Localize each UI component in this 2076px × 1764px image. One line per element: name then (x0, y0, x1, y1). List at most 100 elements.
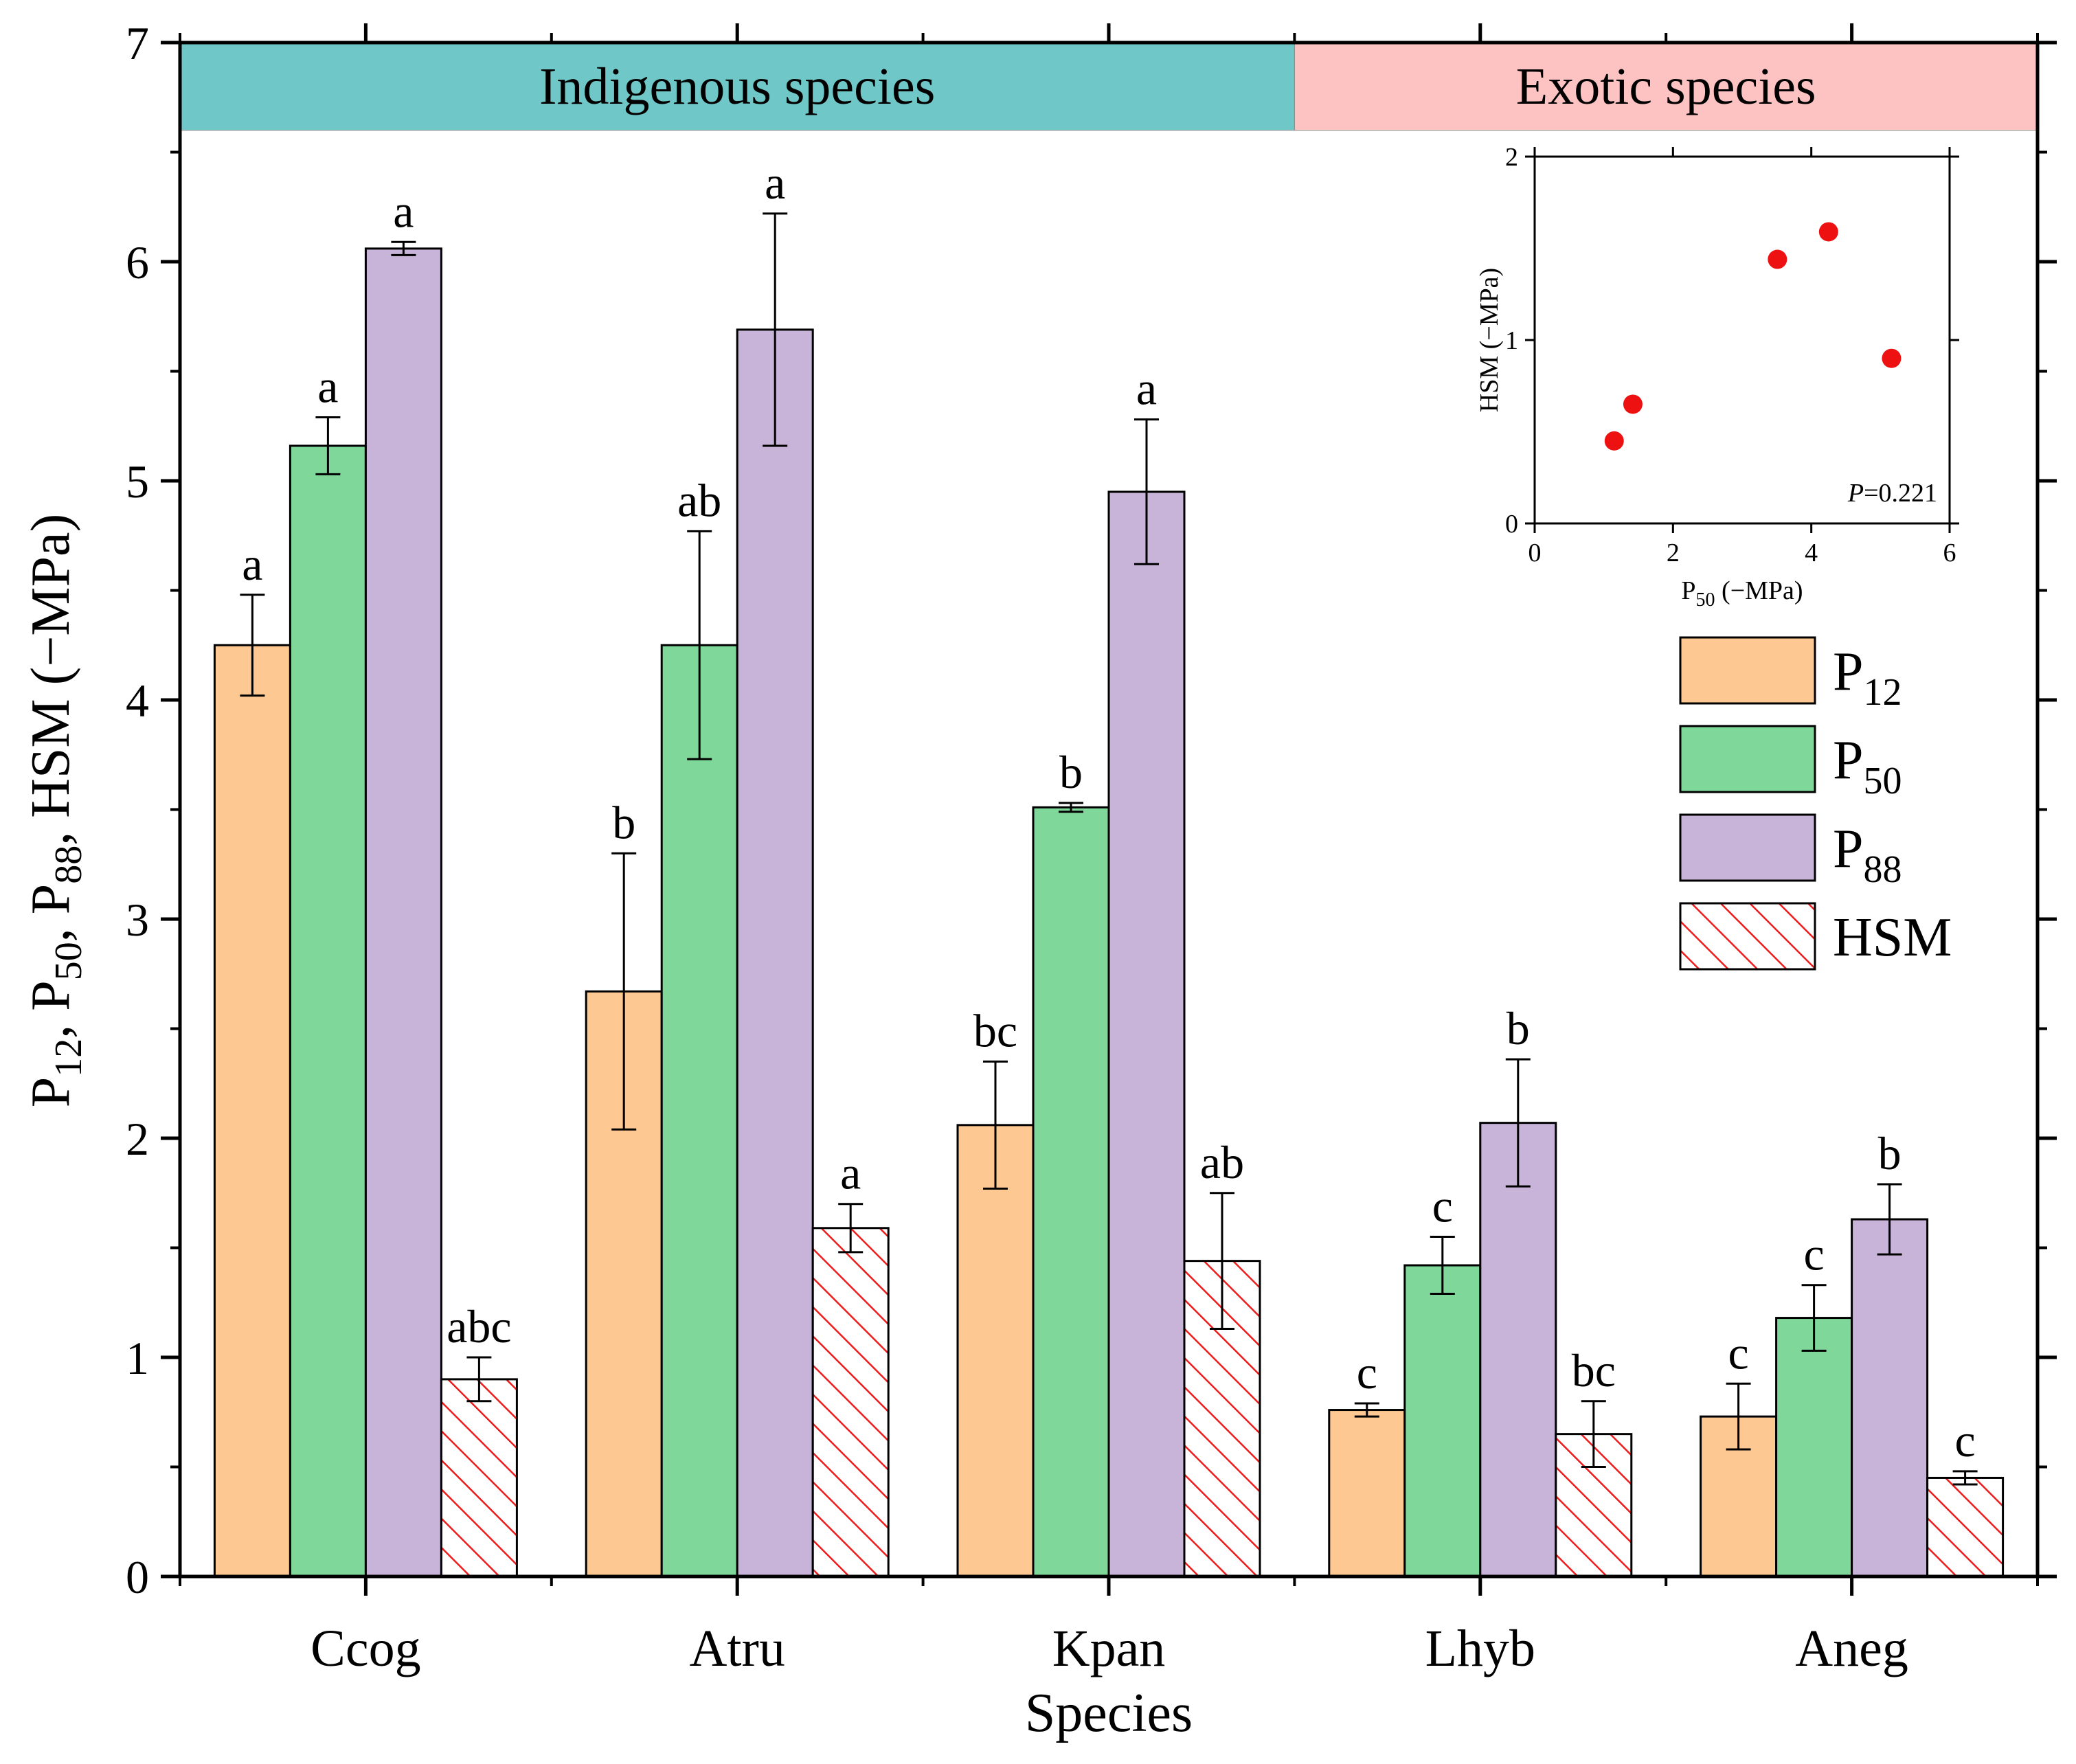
bar-hsm-aneg (1926, 1476, 2005, 1578)
letter-p12-lhyb: c (1357, 1346, 1377, 1399)
inset-point-4 (1882, 348, 1902, 368)
inset-point-2 (1768, 249, 1787, 269)
letter-p50-aneg: c (1804, 1228, 1825, 1280)
inset-x-axis-title: P50 (−MPa) (1681, 576, 1803, 611)
errorbar-p88-lhyb (1505, 1058, 1531, 1188)
bar-p50-lhyb (1403, 1264, 1482, 1578)
ytick-label: 2 (126, 1113, 149, 1165)
xtick-label-atru: Atru (690, 1620, 785, 1677)
group-band-0 (179, 42, 1295, 131)
letter-p12-atru: b (612, 796, 635, 848)
bar-p12-lhyb (1328, 1409, 1406, 1578)
bar-p88-atru (736, 328, 814, 1578)
ytick-label: 4 (126, 675, 149, 727)
inset-point-0 (1604, 431, 1624, 451)
errorbar-p12-lhyb (1354, 1402, 1379, 1418)
legend-label-p88: P88 (1833, 819, 1902, 891)
group-label-1: Exotic species (1516, 58, 1816, 115)
letter-p12-aneg: c (1728, 1326, 1749, 1379)
errorbar-p50-ccog (315, 416, 341, 475)
bar-p88-aneg (1851, 1218, 1929, 1578)
legend-label-hsm: HSM (1833, 907, 1952, 968)
errorbar-p50-aneg (1801, 1284, 1827, 1352)
errorbar-hsm-atru (838, 1203, 864, 1254)
ytick-label: 1 (126, 1332, 149, 1384)
letter-p50-ccog: a (317, 360, 338, 412)
errorbar-p12-aneg (1726, 1382, 1751, 1451)
inset-ytick-label: 0 (1505, 510, 1518, 539)
letter-p12-kpan: bc (973, 1004, 1017, 1056)
inset-frame (1533, 155, 1951, 525)
bar-hsm-atru (811, 1227, 890, 1578)
errorbar-p50-lhyb (1430, 1236, 1455, 1295)
xtick-label-ccog: Ccog (311, 1620, 420, 1677)
letter-p88-ccog: a (393, 185, 414, 237)
letter-p88-lhyb: b (1507, 1002, 1530, 1054)
inset-y-axis-title: HSM (−MPa) (1475, 268, 1504, 412)
inset-ytick-label: 2 (1505, 143, 1518, 172)
ytick-label: 5 (126, 455, 149, 508)
bar-p88-ccog (364, 247, 442, 1578)
errorbar-hsm-kpan (1210, 1192, 1234, 1331)
ytick-label: 0 (126, 1551, 149, 1603)
bar-p50-ccog (289, 444, 367, 1578)
legend-swatch-p50 (1679, 725, 1816, 793)
bar-p50-aneg (1775, 1317, 1853, 1578)
bar-p12-kpan (956, 1124, 1035, 1578)
letter-p50-kpan: b (1059, 746, 1083, 798)
inset-xtick-label: 6 (1943, 539, 1956, 567)
errorbar-p88-atru (763, 212, 788, 447)
legend-label-p12: P12 (1833, 642, 1902, 714)
letter-p12-ccog: a (242, 538, 262, 590)
letter-hsm-aneg: c (1955, 1414, 1976, 1467)
inset-ytick-label: 1 (1505, 326, 1518, 355)
legend-label-p50: P50 (1833, 730, 1902, 802)
bar-p50-atru (660, 644, 738, 1578)
x-axis-title: Species (1025, 1683, 1193, 1743)
bar-p88-lhyb (1479, 1122, 1557, 1578)
letter-hsm-lhyb: bc (1572, 1344, 1616, 1396)
errorbar-hsm-lhyb (1581, 1400, 1606, 1468)
letter-p50-atru: ab (677, 474, 721, 526)
errorbar-hsm-aneg (1952, 1470, 1978, 1486)
group-band-1 (1294, 42, 2038, 131)
letter-p88-aneg: b (1878, 1127, 1902, 1179)
bar-p12-ccog (213, 644, 291, 1578)
errorbar-p12-kpan (983, 1060, 1008, 1190)
letter-p88-atru: a (765, 157, 785, 209)
xtick-label-lhyb: Lhyb (1425, 1620, 1535, 1677)
inset-p-value: P=0.221 (1847, 479, 1937, 508)
errorbar-p12-atru (611, 852, 637, 1131)
errorbar-p88-kpan (1134, 418, 1159, 565)
letter-hsm-ccog: abc (447, 1300, 511, 1353)
y-axis-title: P12, P50, P88, HSM (−MPa) (21, 514, 90, 1107)
letter-hsm-atru: a (840, 1147, 861, 1199)
errorbar-p50-kpan (1059, 802, 1083, 813)
bar-p88-kpan (1107, 490, 1186, 1578)
bar-p50-kpan (1032, 806, 1110, 1578)
ytick-label: 7 (126, 17, 149, 69)
inset-point-3 (1818, 222, 1838, 242)
inset-xtick-label: 4 (1805, 539, 1818, 567)
errorbar-p12-ccog (240, 593, 265, 697)
legend-swatch-p88 (1679, 813, 1816, 882)
group-label-0: Indigenous species (539, 58, 935, 115)
letter-p88-kpan: a (1136, 363, 1157, 415)
errorbar-p50-atru (687, 530, 712, 760)
ytick-label: 3 (126, 894, 149, 946)
xtick-label-kpan: Kpan (1052, 1620, 1166, 1677)
errorbar-hsm-ccog (466, 1356, 492, 1403)
inset-xtick-label: 0 (1528, 539, 1542, 567)
legend-swatch-p12 (1679, 636, 1816, 705)
inset-point-1 (1623, 394, 1643, 414)
inset-xtick-label: 2 (1667, 539, 1680, 567)
errorbar-p88-aneg (1877, 1183, 1902, 1256)
letter-p50-lhyb: c (1432, 1180, 1453, 1232)
legend-swatch-hsm (1679, 902, 1816, 971)
bar-hsm-ccog (440, 1378, 518, 1578)
xtick-label-aneg: Aneg (1795, 1620, 1908, 1677)
ytick-label: 6 (126, 236, 149, 289)
errorbar-p88-ccog (391, 240, 416, 256)
letter-hsm-kpan: ab (1200, 1136, 1244, 1188)
